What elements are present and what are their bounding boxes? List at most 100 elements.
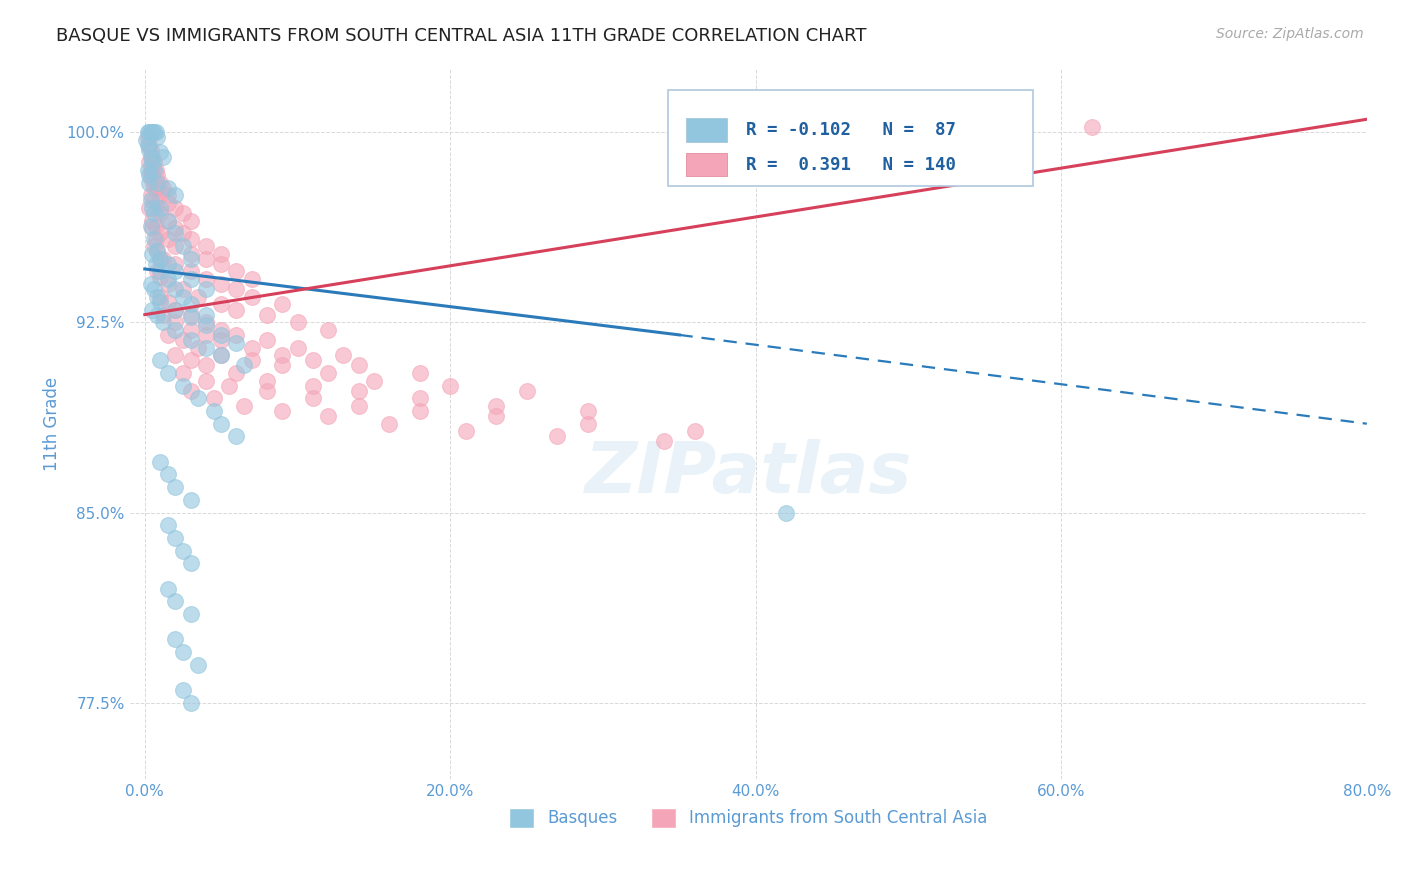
Point (143, 282, 166, 296)
Point (218, 378, 240, 392)
Point (209, 333, 232, 347)
Point (156, 188, 179, 202)
Point (165, 480, 187, 494)
Point (172, 543, 194, 558)
Point (172, 645, 194, 659)
Point (225, 264, 247, 278)
Point (149, 290, 172, 304)
Point (152, 180, 174, 194)
Point (209, 417, 232, 431)
Point (187, 341, 209, 355)
Point (165, 594, 187, 608)
Point (165, 323, 187, 337)
Point (256, 308, 278, 322)
Point (316, 366, 339, 380)
Point (141, 302, 163, 317)
Point (156, 467, 179, 482)
Point (149, 269, 172, 284)
Point (143, 194, 166, 208)
Point (240, 272, 263, 286)
Point (409, 404, 432, 418)
Point (165, 239, 187, 253)
Point (172, 366, 194, 380)
Point (156, 277, 179, 292)
Point (149, 294, 172, 309)
Point (165, 282, 187, 296)
Point (172, 333, 194, 347)
Point (287, 341, 309, 355)
Point (165, 221, 187, 235)
Point (225, 366, 247, 380)
Point (165, 227, 187, 241)
Point (139, 125, 162, 139)
Point (209, 348, 232, 362)
Point (180, 213, 202, 227)
Point (141, 168, 163, 182)
Point (202, 392, 225, 406)
Point (136, 137, 159, 152)
Point (135, 132, 157, 146)
Point (143, 180, 166, 194)
Point (194, 341, 217, 355)
Point (180, 297, 202, 311)
Point (146, 176, 169, 190)
Point (149, 455, 172, 469)
Point (172, 378, 194, 392)
Point (138, 143, 160, 157)
Point (256, 333, 278, 347)
Point (139, 143, 162, 157)
Point (172, 282, 194, 296)
Point (240, 341, 263, 355)
Point (165, 257, 187, 271)
Point (138, 176, 160, 190)
Point (156, 582, 179, 596)
Point (180, 231, 202, 245)
Point (145, 231, 167, 245)
Point (165, 201, 187, 215)
Point (194, 315, 217, 329)
Point (138, 168, 160, 182)
Point (485, 399, 508, 413)
Point (775, 506, 797, 520)
Point (454, 425, 477, 439)
Point (439, 378, 461, 392)
Point (165, 302, 187, 317)
Point (652, 434, 675, 449)
Point (149, 176, 172, 190)
Point (141, 246, 163, 260)
Point (180, 556, 202, 570)
Point (194, 374, 217, 388)
Point (145, 257, 167, 271)
Point (209, 246, 232, 260)
Point (302, 353, 325, 368)
Point (683, 425, 706, 439)
Point (156, 294, 179, 309)
Point (256, 374, 278, 388)
FancyBboxPatch shape (668, 90, 1033, 186)
Point (156, 272, 179, 286)
Point (180, 353, 202, 368)
Point (172, 239, 194, 253)
Point (139, 194, 162, 208)
Point (209, 297, 232, 311)
Point (172, 683, 194, 698)
Point (149, 252, 172, 266)
Point (146, 201, 169, 215)
Point (209, 348, 232, 362)
Point (165, 302, 187, 317)
Point (209, 327, 232, 342)
Point (149, 188, 172, 202)
Point (187, 392, 209, 406)
Point (172, 206, 194, 220)
Point (180, 384, 202, 398)
Point (165, 632, 187, 647)
Point (347, 359, 370, 373)
Point (209, 257, 232, 271)
Point (165, 188, 187, 202)
Point (139, 277, 162, 292)
Point (146, 180, 169, 194)
Point (156, 257, 179, 271)
Point (194, 308, 217, 322)
Text: ZIPatlas: ZIPatlas (585, 439, 912, 508)
Point (143, 163, 166, 178)
